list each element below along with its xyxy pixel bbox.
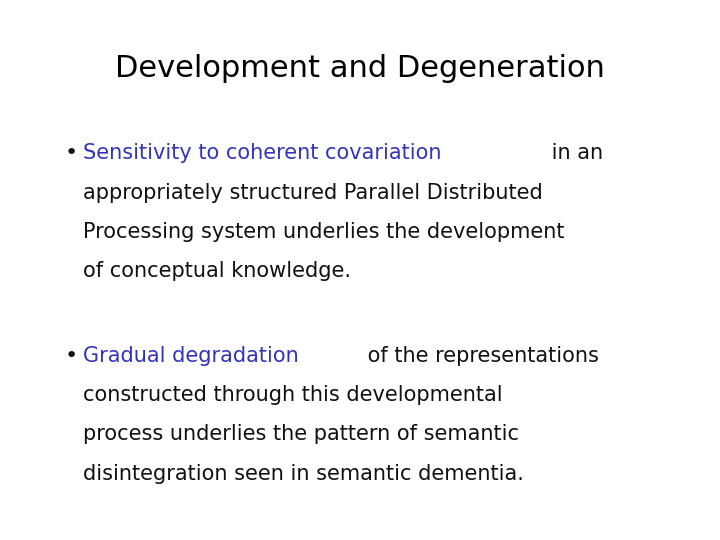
Text: appropriately structured Parallel Distributed: appropriately structured Parallel Distri… <box>83 183 543 202</box>
Text: Sensitivity to coherent covariation: Sensitivity to coherent covariation <box>83 143 441 163</box>
Text: in an: in an <box>545 143 603 163</box>
Text: •: • <box>65 346 78 366</box>
Text: process underlies the pattern of semantic: process underlies the pattern of semanti… <box>83 424 519 444</box>
Text: Processing system underlies the development: Processing system underlies the developm… <box>83 222 564 242</box>
Text: of the representations: of the representations <box>361 346 599 366</box>
Text: of conceptual knowledge.: of conceptual knowledge. <box>83 261 351 281</box>
Text: Gradual degradation: Gradual degradation <box>83 346 299 366</box>
Text: disintegration seen in semantic dementia.: disintegration seen in semantic dementia… <box>83 464 523 484</box>
Text: •: • <box>65 143 78 163</box>
Text: constructed through this developmental: constructed through this developmental <box>83 385 503 405</box>
Text: Development and Degeneration: Development and Degeneration <box>115 54 605 83</box>
